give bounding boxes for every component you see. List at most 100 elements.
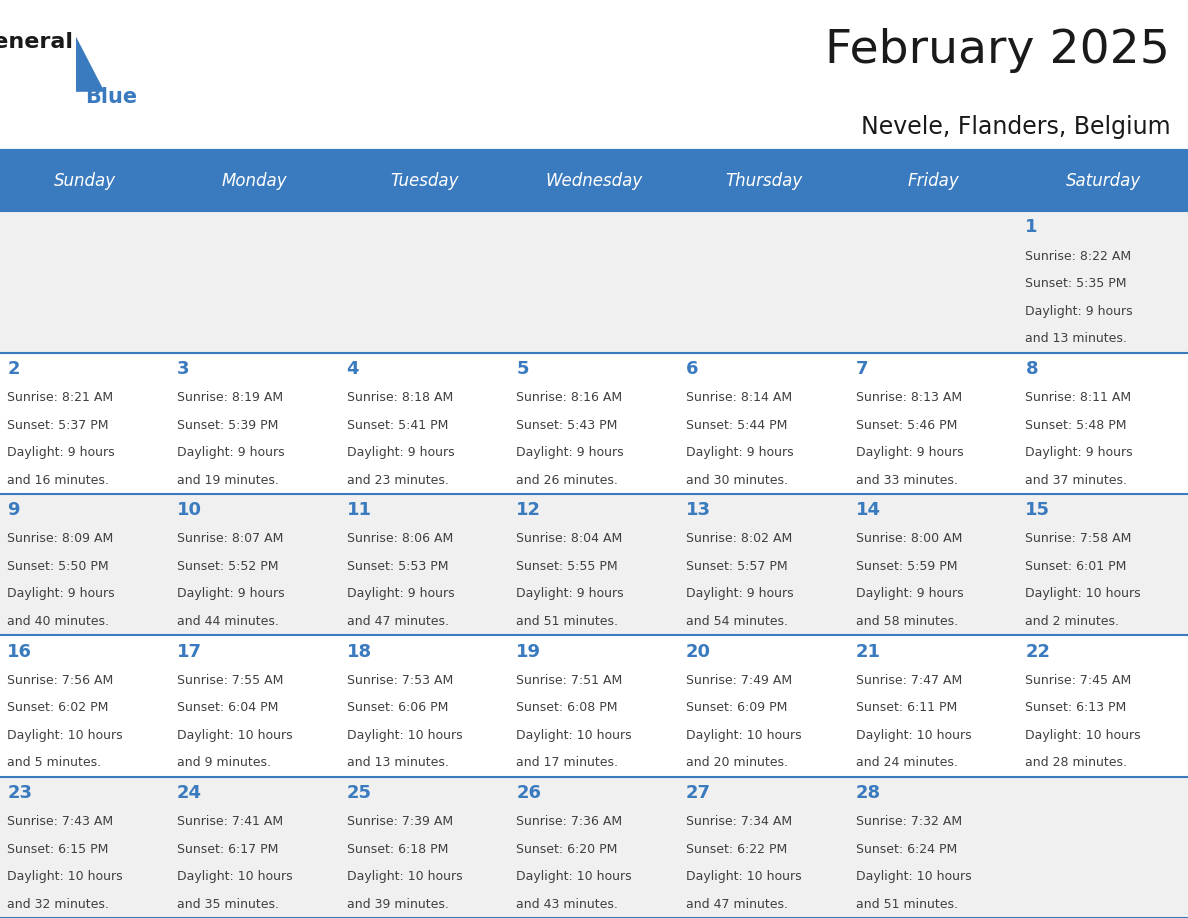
Text: Thursday: Thursday <box>725 173 802 190</box>
Text: 8: 8 <box>1025 360 1038 378</box>
Bar <box>1018 494 1188 635</box>
Text: 12: 12 <box>517 501 542 520</box>
Bar <box>510 353 678 494</box>
Text: Sunrise: 8:16 AM: Sunrise: 8:16 AM <box>517 391 623 404</box>
Bar <box>340 211 510 353</box>
Text: Sunrise: 8:14 AM: Sunrise: 8:14 AM <box>685 391 792 404</box>
Text: 6: 6 <box>685 360 699 378</box>
Text: 15: 15 <box>1025 501 1050 520</box>
Text: Sunrise: 8:06 AM: Sunrise: 8:06 AM <box>347 532 453 545</box>
Text: Daylight: 9 hours: Daylight: 9 hours <box>685 588 794 600</box>
Text: Sunrise: 7:53 AM: Sunrise: 7:53 AM <box>347 674 453 687</box>
Text: 9: 9 <box>7 501 20 520</box>
Text: 21: 21 <box>855 643 880 661</box>
Text: Daylight: 10 hours: Daylight: 10 hours <box>7 729 122 742</box>
Text: and 24 minutes.: and 24 minutes. <box>855 756 958 769</box>
Text: 13: 13 <box>685 501 710 520</box>
Text: Daylight: 9 hours: Daylight: 9 hours <box>347 446 454 459</box>
Bar <box>510 211 678 353</box>
Text: Sunset: 6:08 PM: Sunset: 6:08 PM <box>517 701 618 714</box>
Text: 16: 16 <box>7 643 32 661</box>
Text: Daylight: 9 hours: Daylight: 9 hours <box>7 588 115 600</box>
Bar <box>0 353 170 494</box>
Text: Daylight: 9 hours: Daylight: 9 hours <box>517 446 624 459</box>
Bar <box>678 151 848 211</box>
Text: Sunset: 5:39 PM: Sunset: 5:39 PM <box>177 419 278 431</box>
Text: Wednesday: Wednesday <box>545 173 643 190</box>
Polygon shape <box>76 37 105 92</box>
Text: and 51 minutes.: and 51 minutes. <box>855 898 958 911</box>
Text: 17: 17 <box>177 643 202 661</box>
Text: Sunrise: 7:47 AM: Sunrise: 7:47 AM <box>855 674 962 687</box>
Text: Sunset: 6:22 PM: Sunset: 6:22 PM <box>685 843 788 856</box>
Text: and 44 minutes.: and 44 minutes. <box>177 615 279 628</box>
Text: Sunset: 6:18 PM: Sunset: 6:18 PM <box>347 843 448 856</box>
Bar <box>1018 777 1188 918</box>
Text: 3: 3 <box>177 360 189 378</box>
Text: and 26 minutes.: and 26 minutes. <box>517 474 618 487</box>
Bar <box>0 635 170 777</box>
Text: 28: 28 <box>855 784 880 802</box>
Text: Daylight: 10 hours: Daylight: 10 hours <box>1025 588 1140 600</box>
Text: and 32 minutes.: and 32 minutes. <box>7 898 109 911</box>
Text: Sunset: 6:09 PM: Sunset: 6:09 PM <box>685 701 788 714</box>
Text: Nevele, Flanders, Belgium: Nevele, Flanders, Belgium <box>860 115 1170 139</box>
Bar <box>0 777 170 918</box>
Text: and 17 minutes.: and 17 minutes. <box>517 756 618 769</box>
Text: Daylight: 9 hours: Daylight: 9 hours <box>347 588 454 600</box>
Text: Friday: Friday <box>908 173 959 190</box>
Bar <box>170 494 340 635</box>
Text: Sunrise: 8:18 AM: Sunrise: 8:18 AM <box>347 391 453 404</box>
Bar <box>340 353 510 494</box>
Text: Sunrise: 8:19 AM: Sunrise: 8:19 AM <box>177 391 283 404</box>
Text: and 47 minutes.: and 47 minutes. <box>347 615 449 628</box>
Bar <box>848 151 1018 211</box>
Text: Sunset: 6:11 PM: Sunset: 6:11 PM <box>855 701 958 714</box>
Text: Daylight: 10 hours: Daylight: 10 hours <box>517 729 632 742</box>
Bar <box>170 353 340 494</box>
Bar <box>510 635 678 777</box>
Bar <box>1018 353 1188 494</box>
Text: and 2 minutes.: and 2 minutes. <box>1025 615 1119 628</box>
Bar <box>1018 211 1188 353</box>
Text: Sunrise: 8:00 AM: Sunrise: 8:00 AM <box>855 532 962 545</box>
Text: Sunrise: 8:04 AM: Sunrise: 8:04 AM <box>517 532 623 545</box>
Text: and 20 minutes.: and 20 minutes. <box>685 756 788 769</box>
Bar <box>340 494 510 635</box>
Bar <box>678 494 848 635</box>
Text: 27: 27 <box>685 784 710 802</box>
Bar <box>0 211 170 353</box>
Text: 25: 25 <box>347 784 372 802</box>
Text: 19: 19 <box>517 643 542 661</box>
Text: Sunset: 5:44 PM: Sunset: 5:44 PM <box>685 419 788 431</box>
Text: Sunset: 5:43 PM: Sunset: 5:43 PM <box>517 419 618 431</box>
Text: Daylight: 9 hours: Daylight: 9 hours <box>7 446 115 459</box>
Text: Sunset: 5:37 PM: Sunset: 5:37 PM <box>7 419 108 431</box>
Text: Sunset: 6:02 PM: Sunset: 6:02 PM <box>7 701 108 714</box>
Text: Sunrise: 8:09 AM: Sunrise: 8:09 AM <box>7 532 113 545</box>
Text: Sunset: 6:06 PM: Sunset: 6:06 PM <box>347 701 448 714</box>
Text: and 43 minutes.: and 43 minutes. <box>517 898 618 911</box>
Text: and 47 minutes.: and 47 minutes. <box>685 898 788 911</box>
Text: 10: 10 <box>177 501 202 520</box>
Text: and 28 minutes.: and 28 minutes. <box>1025 756 1127 769</box>
Bar <box>848 353 1018 494</box>
Text: Sunrise: 7:56 AM: Sunrise: 7:56 AM <box>7 674 113 687</box>
Text: Sunrise: 7:55 AM: Sunrise: 7:55 AM <box>177 674 283 687</box>
Text: Daylight: 10 hours: Daylight: 10 hours <box>685 870 802 883</box>
Text: Daylight: 9 hours: Daylight: 9 hours <box>685 446 794 459</box>
Text: and 40 minutes.: and 40 minutes. <box>7 615 109 628</box>
Text: Sunrise: 8:11 AM: Sunrise: 8:11 AM <box>1025 391 1131 404</box>
Text: Sunset: 6:17 PM: Sunset: 6:17 PM <box>177 843 278 856</box>
Text: Monday: Monday <box>222 173 287 190</box>
Bar <box>678 211 848 353</box>
Text: Sunday: Sunday <box>53 173 116 190</box>
Text: Daylight: 10 hours: Daylight: 10 hours <box>1025 729 1140 742</box>
Text: February 2025: February 2025 <box>826 28 1170 73</box>
Text: 5: 5 <box>517 360 529 378</box>
Text: Daylight: 10 hours: Daylight: 10 hours <box>855 870 972 883</box>
Text: Daylight: 9 hours: Daylight: 9 hours <box>177 446 284 459</box>
Text: Daylight: 10 hours: Daylight: 10 hours <box>347 729 462 742</box>
Bar <box>340 151 510 211</box>
Text: and 13 minutes.: and 13 minutes. <box>347 756 448 769</box>
